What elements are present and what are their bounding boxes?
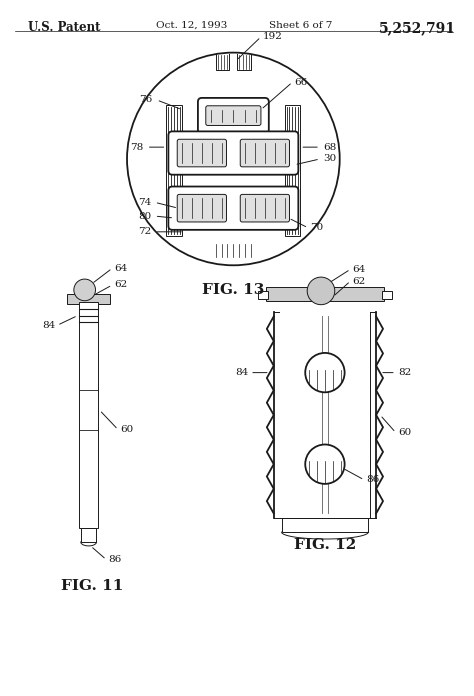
Text: FIG. 12: FIG. 12 <box>294 538 356 552</box>
Text: 84: 84 <box>235 368 248 377</box>
Text: 78: 78 <box>130 143 144 152</box>
Circle shape <box>305 445 345 484</box>
Circle shape <box>305 353 345 393</box>
Text: 72: 72 <box>138 228 152 237</box>
Text: 62: 62 <box>114 280 128 290</box>
FancyBboxPatch shape <box>240 194 290 222</box>
FancyBboxPatch shape <box>206 106 261 125</box>
Bar <box>382 291 392 299</box>
Circle shape <box>307 277 335 305</box>
Bar <box>284 105 301 236</box>
Text: Oct. 12, 1993: Oct. 12, 1993 <box>155 21 227 30</box>
Text: 86: 86 <box>366 475 380 484</box>
FancyBboxPatch shape <box>198 98 269 134</box>
Bar <box>266 287 384 301</box>
Text: U.S. Patent: U.S. Patent <box>27 21 100 34</box>
Text: 68: 68 <box>323 143 336 152</box>
Bar <box>81 528 97 542</box>
Text: 74: 74 <box>138 198 152 207</box>
Text: 76: 76 <box>139 95 153 104</box>
Text: FIG. 11: FIG. 11 <box>61 579 124 594</box>
FancyBboxPatch shape <box>240 139 290 167</box>
FancyBboxPatch shape <box>168 132 298 175</box>
Text: 192: 192 <box>263 32 283 41</box>
Text: 70: 70 <box>310 223 323 232</box>
Text: 82: 82 <box>398 368 411 377</box>
Text: 86: 86 <box>109 555 121 564</box>
Text: 84: 84 <box>42 321 55 330</box>
Bar <box>258 291 268 299</box>
FancyBboxPatch shape <box>168 187 298 230</box>
Text: 5,252,791: 5,252,791 <box>379 21 456 35</box>
Bar <box>282 519 368 532</box>
Text: FIG. 13: FIG. 13 <box>202 283 264 297</box>
Text: Sheet 6 of 7: Sheet 6 of 7 <box>269 21 332 30</box>
Text: 64: 64 <box>353 264 366 274</box>
Text: 80: 80 <box>138 212 152 221</box>
Bar <box>79 302 99 528</box>
FancyBboxPatch shape <box>177 139 227 167</box>
Text: 60: 60 <box>120 425 133 434</box>
Bar <box>166 105 182 236</box>
Text: 60: 60 <box>398 428 411 437</box>
Text: 30: 30 <box>323 155 336 164</box>
Bar <box>67 294 110 303</box>
Bar <box>280 312 370 519</box>
Text: 62: 62 <box>353 276 366 285</box>
Text: 66: 66 <box>294 78 308 86</box>
FancyBboxPatch shape <box>177 194 227 222</box>
Circle shape <box>74 279 95 301</box>
Text: 64: 64 <box>114 264 128 273</box>
